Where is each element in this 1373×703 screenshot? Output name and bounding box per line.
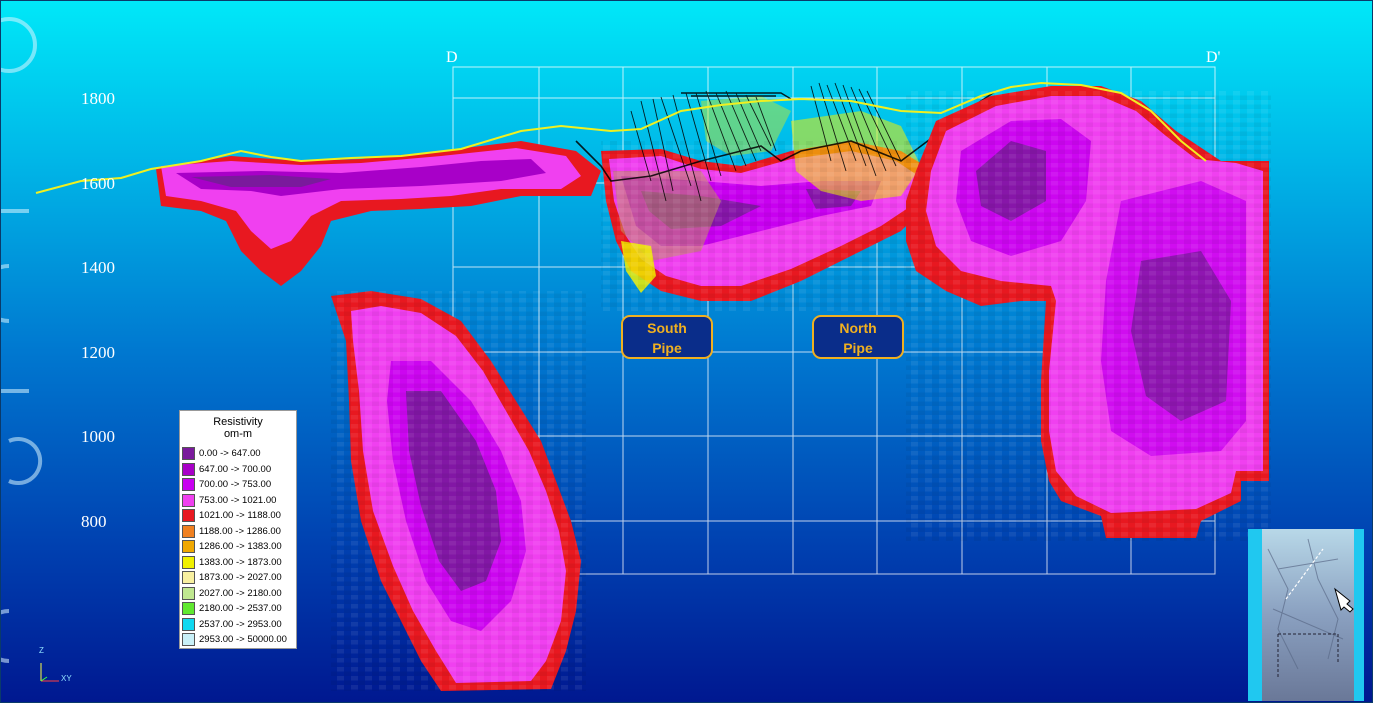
elevation-label: 1400: [81, 258, 115, 277]
legend-item-label: 1873.00 -> 2027.00: [199, 572, 282, 583]
elevation-label: 800: [81, 512, 107, 531]
legend-item: 2953.00 -> 50000.00: [180, 632, 296, 648]
legend-item-label: 2180.00 -> 2537.00: [199, 603, 282, 614]
legend-item: 2180.00 -> 2537.00: [180, 601, 296, 617]
legend-item: 1286.00 -> 1383.00: [180, 539, 296, 555]
overview-map-image: [1262, 529, 1354, 701]
legend-item-label: 2537.00 -> 2953.00: [199, 618, 282, 630]
resistor-body-deep-west: [331, 291, 586, 691]
legend-item-label: 0.00 -> 647.00: [199, 448, 261, 459]
callout-line: Pipe: [843, 340, 873, 356]
watermark: [1, 17, 43, 663]
callout-line: North: [839, 320, 877, 336]
legend-swatch: [182, 524, 195, 538]
cursor-arrow-icon: [1334, 587, 1354, 613]
legend-swatch: [182, 509, 195, 522]
elevation-label: 1000: [81, 427, 115, 446]
elevation-label: 1600: [81, 174, 115, 193]
axis-z-label: Z: [39, 646, 44, 655]
legend-item-label: 1188.00 -> 1286.00: [199, 525, 281, 537]
legend-item: 1383.00 -> 1873.00: [180, 555, 296, 571]
legend-item-label: 2027.00 -> 2180.00: [199, 587, 282, 599]
legend-item-label: 2953.00 -> 50000.00: [199, 634, 287, 645]
legend-item-label: 753.00 -> 1021.00: [199, 494, 277, 506]
resistor-body-east: [906, 86, 1271, 541]
legend-swatch: [182, 602, 195, 615]
legend-units: om-m: [223, 428, 253, 440]
legend-swatch: [182, 478, 195, 491]
south-pipe-callout: South Pipe: [621, 315, 713, 359]
legend-title: Resistivity: [213, 416, 263, 428]
legend-item-label: 647.00 -> 700.00: [199, 463, 272, 475]
north-pipe-callout: North Pipe: [812, 315, 904, 359]
legend-swatch: [182, 633, 195, 646]
legend-item: 1021.00 -> 1188.00: [180, 508, 296, 524]
elevation-label: 1200: [81, 343, 115, 362]
resistivity-legend: Resistivity om-m 0.00 -> 647.00 647.00 ->…: [179, 410, 297, 649]
section-end-label: D': [1206, 49, 1221, 66]
legend-item: 700.00 -> 753.00: [180, 477, 296, 493]
axis-xy-label: XY: [61, 674, 72, 683]
elevation-label: 1800: [81, 89, 115, 108]
resistor-body-west: [156, 141, 601, 286]
legend-swatch: [182, 555, 195, 569]
legend-item: 1188.00 -> 1286.00: [180, 524, 296, 540]
legend-swatch: [182, 462, 195, 476]
legend-swatch: [182, 617, 195, 631]
legend-item: 2027.00 -> 2180.00: [180, 586, 296, 602]
section-start-label: D: [446, 49, 458, 66]
legend-item: 0.00 -> 647.00: [180, 446, 296, 462]
legend-item-label: 1021.00 -> 1188.00: [199, 510, 281, 521]
legend-swatch: [182, 447, 195, 460]
callout-line: South: [647, 320, 687, 336]
legend-rows: 0.00 -> 647.00 647.00 -> 700.00 700.00 -> …: [180, 446, 296, 648]
legend-item: 2537.00 -> 2953.00: [180, 617, 296, 633]
legend-swatch: [182, 586, 195, 600]
legend-item: 647.00 -> 700.00: [180, 462, 296, 478]
topography-profile: [35, 81, 1207, 194]
legend-swatch: [182, 540, 195, 553]
legend-item: 1873.00 -> 2027.00: [180, 570, 296, 586]
axis-triad-icon: [40, 663, 59, 682]
legend-item-label: 700.00 -> 753.00: [199, 479, 272, 490]
resistor-body-central: [601, 96, 941, 311]
legend-swatch: [182, 493, 195, 507]
legend-swatch: [182, 571, 195, 584]
legend-item-label: 1383.00 -> 1873.00: [199, 556, 282, 568]
legend-item: 753.00 -> 1021.00: [180, 493, 296, 509]
legend-item-label: 1286.00 -> 1383.00: [199, 541, 282, 552]
overview-map[interactable]: [1248, 529, 1364, 701]
callout-line: Pipe: [652, 340, 682, 356]
